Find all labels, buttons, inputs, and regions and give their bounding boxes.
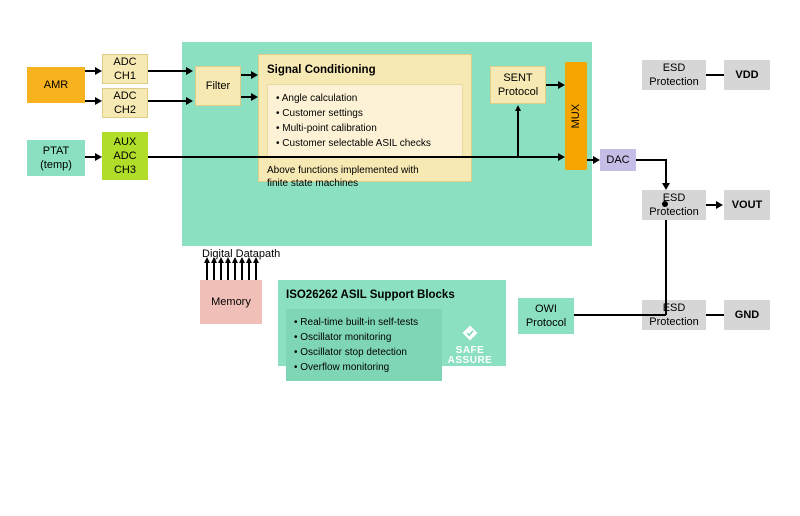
ptat-block: PTAT (temp) [27, 140, 85, 176]
mux-block: MUX [565, 62, 587, 170]
arrow-head-icon [558, 81, 565, 89]
arrow-line [517, 110, 519, 156]
arrow-line [148, 100, 188, 102]
safe-assure-badge: SAFE ASSURE [442, 324, 498, 366]
arrow-head-icon [251, 93, 258, 101]
iso26262-block: ISO26262 ASIL Support Blocks • Real-time… [278, 280, 506, 366]
arrow-head-icon [558, 153, 565, 161]
arrow-line [706, 74, 724, 76]
arrow-head-icon [716, 201, 723, 209]
arrow-head-icon [593, 156, 600, 164]
arrow-line [206, 262, 208, 280]
signal-conditioning-title: Signal Conditioning [267, 63, 376, 78]
arrow-head-icon [239, 257, 245, 263]
arrow-line [255, 262, 257, 280]
esd-protection-1: ESD Protection [642, 60, 706, 90]
vout-pin: VOUT [724, 190, 770, 220]
owi-protocol-block: OWI Protocol [518, 298, 574, 334]
arrow-line [636, 159, 666, 161]
iso26262-bullets: • Real-time built-in self-tests • Oscill… [286, 309, 442, 381]
sent-protocol-block: SENT Protocol [490, 66, 546, 104]
arrow-line [148, 156, 488, 158]
arrow-head-icon [95, 67, 102, 75]
arrow-line [248, 262, 250, 280]
arrow-head-icon [204, 257, 210, 263]
arrow-line [665, 159, 667, 185]
node-dot [662, 201, 668, 207]
arrow-line [665, 220, 667, 298]
gnd-pin: GND [724, 300, 770, 330]
vdd-pin: VDD [724, 60, 770, 90]
aux-adc-block: AUX ADC CH3 [102, 132, 148, 180]
dac-block: DAC [600, 149, 636, 171]
signal-conditioning-block: Signal Conditioning • Angle calculation … [258, 54, 472, 182]
arrow-head-icon [95, 153, 102, 161]
arrow-line [148, 70, 188, 72]
arrow-head-icon [186, 67, 193, 75]
arrow-head-icon [95, 97, 102, 105]
arrow-line [706, 314, 724, 316]
arrow-head-icon [232, 257, 238, 263]
arrow-head-icon [246, 257, 252, 263]
arrow-head-icon [186, 97, 193, 105]
adc-ch2-block: ADC CH2 [102, 88, 148, 118]
arrow-line [220, 262, 222, 280]
arrow-line [665, 298, 667, 315]
signal-conditioning-footer: Above functions implemented with finite … [267, 164, 419, 190]
diamond-icon [461, 324, 479, 342]
arrow-line [472, 156, 560, 158]
arrow-head-icon [662, 183, 670, 190]
signal-conditioning-bullets: • Angle calculation • Customer settings … [267, 84, 463, 158]
arrow-line [227, 262, 229, 280]
iso26262-title: ISO26262 ASIL Support Blocks [286, 288, 455, 303]
adc-ch1-block: ADC CH1 [102, 54, 148, 84]
arrow-head-icon [253, 257, 259, 263]
esd-protection-2: ESD Protection [642, 190, 706, 220]
amr-block: AMR [27, 67, 85, 103]
arrow-head-icon [211, 257, 217, 263]
arrow-head-icon [218, 257, 224, 263]
arrow-line [234, 262, 236, 280]
arrow-head-icon [225, 257, 231, 263]
filter-block: Filter [195, 66, 241, 106]
arrow-line [213, 262, 215, 280]
arrow-head-icon [515, 105, 521, 111]
arrow-head-icon [251, 71, 258, 79]
arrow-line [241, 262, 243, 280]
arrow-line [574, 314, 666, 316]
memory-block: Memory [200, 280, 262, 324]
